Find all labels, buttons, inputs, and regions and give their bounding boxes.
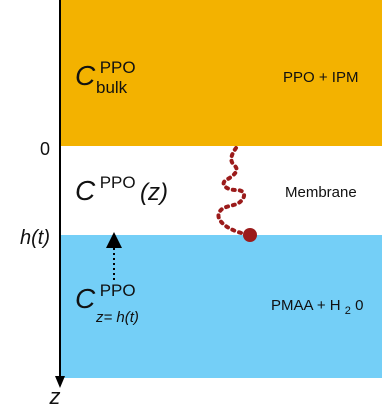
membrane-concentration-label: C PPO (z) bbox=[75, 173, 168, 206]
z-axis-arrowhead bbox=[55, 376, 65, 388]
bottom-layer-label: PMAA + H 2 0 bbox=[271, 297, 363, 318]
top-layer-bulk bbox=[60, 0, 382, 146]
z-axis-label: z bbox=[49, 384, 61, 407]
polymer-chain bbox=[216, 146, 252, 236]
bulk-concentration-subscript: bulk bbox=[96, 78, 128, 97]
top-layer-label: PPO + IPM bbox=[283, 69, 358, 86]
zero-tick-label: 0 bbox=[40, 139, 50, 159]
polymer-chain-end-bead bbox=[243, 228, 257, 242]
interface-concentration-subscript: z= h(t) bbox=[95, 309, 139, 326]
bulk-concentration-label: C PPO bbox=[75, 58, 136, 91]
interface-tick-label: h(t) bbox=[20, 227, 50, 249]
middle-layer-label: Membrane bbox=[285, 184, 357, 201]
interface-concentration-label: C PPO bbox=[75, 281, 136, 314]
